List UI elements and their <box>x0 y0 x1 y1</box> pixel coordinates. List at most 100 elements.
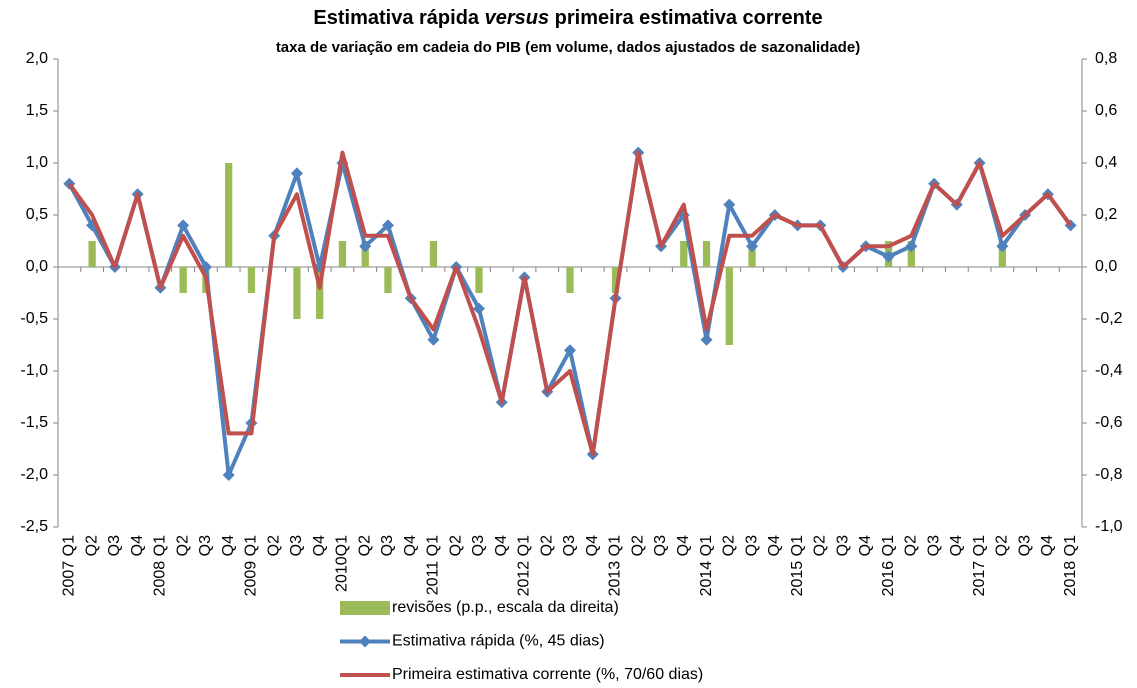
bar <box>225 163 233 267</box>
y2-tick-label: 0,4 <box>1095 154 1117 171</box>
line <box>67 150 1073 477</box>
bar <box>293 267 301 319</box>
x-tick-label: Q2 <box>721 535 738 556</box>
marker <box>746 240 759 253</box>
x-tick-label: Q4 <box>493 535 510 556</box>
x-tick-label: Q2 <box>83 535 100 556</box>
x-tick-label: Q2 <box>174 535 191 556</box>
x-tick-label: 2010Q1 <box>334 535 351 592</box>
x-tick-label: 2017 Q1 <box>971 535 988 596</box>
legend-label: Primeira estimativa corrente (%, 70/60 d… <box>392 666 703 683</box>
marker <box>723 198 736 211</box>
x-tick-label: Q4 <box>220 535 237 556</box>
y-tick-label: 0,0 <box>26 258 48 275</box>
title-part: primeira estimativa corrente <box>555 7 823 29</box>
chart-subtitle: taxa de variação em cadeia do PIB (em vo… <box>276 39 860 56</box>
y-tick-label: -1,0 <box>20 362 48 379</box>
x-tick-label: Q4 <box>1039 535 1056 556</box>
x-tick-label: Q4 <box>675 535 692 556</box>
bar <box>611 267 620 293</box>
y2-tick-label: 0,0 <box>1095 258 1117 275</box>
x-tick-label: 2015 Q1 <box>789 535 806 596</box>
x-tick-label: Q2 <box>538 535 555 556</box>
title-part: Estimativa rápida <box>313 7 480 29</box>
x-tick-label: Q3 <box>834 535 851 556</box>
bar <box>316 267 324 319</box>
bar <box>725 267 733 345</box>
x-tick-label: Q2 <box>356 535 373 556</box>
x-tick-label: Q4 <box>584 535 601 556</box>
y2-tick-label: -0,4 <box>1095 362 1123 379</box>
marker <box>905 240 918 253</box>
marker <box>290 167 303 180</box>
x-tick-label: Q2 <box>447 535 464 556</box>
x-tick-label: Q4 <box>857 535 874 556</box>
y-tick-label: -0,5 <box>20 310 48 327</box>
x-tick-label: Q3 <box>106 535 123 556</box>
y-tick-label: -2,5 <box>20 518 48 535</box>
x-tick-label: Q2 <box>629 535 646 556</box>
x-tick-label: Q3 <box>561 535 578 556</box>
bar <box>748 241 756 267</box>
bar <box>384 267 392 293</box>
y-tick-label: -2,0 <box>20 466 48 483</box>
x-tick-label: Q4 <box>766 535 783 556</box>
y2-tick-label: 0,2 <box>1095 206 1117 223</box>
marker <box>472 302 485 315</box>
y-tick-label: 1,5 <box>26 102 48 119</box>
legend-swatch <box>340 601 390 615</box>
x-tick-label: Q4 <box>129 535 146 556</box>
y2-tick-label: 0,6 <box>1095 102 1117 119</box>
bar <box>88 241 96 267</box>
y2-tick-label: -1,0 <box>1095 518 1123 535</box>
x-tick-label: 2014 Q1 <box>698 535 715 596</box>
y-tick-label: 2,0 <box>26 50 48 67</box>
x-tick-label: 2007 Q1 <box>61 535 78 596</box>
bar <box>566 267 574 293</box>
marker <box>700 333 713 346</box>
legend-marker <box>359 635 371 648</box>
y-tick-label: 0,5 <box>26 206 48 223</box>
bar <box>702 241 711 267</box>
x-tick-label: Q3 <box>1016 535 1033 556</box>
x-tick-label: Q3 <box>652 535 669 556</box>
x-tick-label: 2016 Q1 <box>880 535 897 596</box>
marker <box>222 469 235 481</box>
x-tick-label: 2009 Q1 <box>243 535 260 596</box>
bar <box>475 267 483 293</box>
x-tick-label: 2013 Q1 <box>607 535 624 596</box>
x-tick-label: 2012 Q1 <box>516 535 533 596</box>
x-tick-label: Q2 <box>994 535 1011 556</box>
y2-tick-label: -0,6 <box>1095 414 1123 431</box>
chart-title: Estimativa rápida versus primeira estima… <box>313 7 822 29</box>
bar <box>179 267 187 293</box>
marker <box>359 240 372 253</box>
bar <box>429 241 438 267</box>
y2-tick-label: -0,2 <box>1095 310 1123 327</box>
x-tick-label: Q3 <box>743 535 760 556</box>
x-tick-label: Q2 <box>812 535 829 556</box>
bar <box>998 241 1006 267</box>
x-tick-label: Q3 <box>925 535 942 556</box>
x-tick-label: Q2 <box>265 535 282 556</box>
x-tick-label: Q3 <box>197 535 214 556</box>
x-tick-label: Q2 <box>903 535 920 556</box>
bar <box>680 241 688 267</box>
marker <box>564 344 576 357</box>
marker <box>996 240 1009 253</box>
legend-label: revisões (p.p., escala da direita) <box>392 599 619 616</box>
x-tick-label: Q3 <box>288 535 305 556</box>
bar <box>907 241 915 267</box>
title-part: versus <box>485 7 550 29</box>
line <box>67 150 1073 457</box>
x-tick-label: Q4 <box>948 535 965 556</box>
x-tick-label: Q3 <box>379 535 396 556</box>
x-tick-label: Q3 <box>470 535 487 556</box>
marker <box>381 219 394 232</box>
y-tick-label: -1,5 <box>20 414 48 431</box>
x-tick-label: 2008 Q1 <box>152 535 169 596</box>
y2-tick-label: 0,8 <box>1095 50 1117 67</box>
x-tick-label: 2018 Q1 <box>1062 535 1079 596</box>
marker <box>427 333 440 346</box>
